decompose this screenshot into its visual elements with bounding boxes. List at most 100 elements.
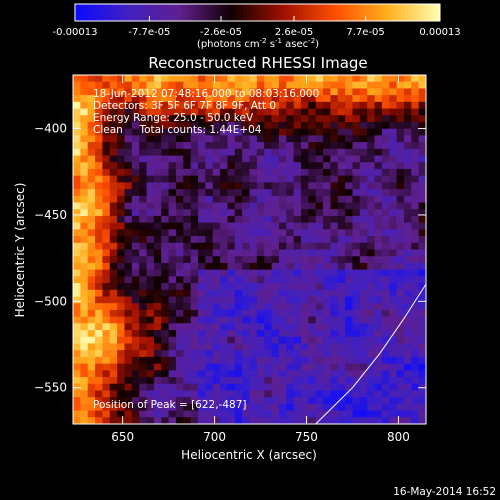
heatmap-cell [175, 356, 184, 365]
heatmap-cell [286, 236, 295, 244]
heatmap-cell [308, 377, 317, 385]
heatmap-cell [308, 162, 317, 170]
heatmap-cell [367, 209, 376, 217]
heatmap-cell [396, 81, 405, 90]
heatmap-cell [264, 417, 273, 424]
heatmap-cell [300, 356, 309, 365]
heatmap-cell [323, 162, 331, 170]
heatmap-cell [109, 356, 118, 365]
heatmap-cell [168, 148, 177, 157]
heatmap-cell [367, 363, 376, 371]
heatmap-cell [286, 289, 295, 298]
heatmap-cell [220, 168, 229, 177]
heatmap-cell [102, 336, 111, 345]
heatmap-cell [389, 403, 398, 412]
heatmap-cell [183, 269, 192, 277]
heatmap-cell [234, 249, 243, 257]
heatmap-cell [102, 175, 111, 183]
heatmap-cell [396, 397, 405, 405]
heatmap-cell [330, 108, 339, 116]
heatmap-cell [212, 101, 221, 110]
heatmap-cell [389, 269, 398, 277]
heatmap-cell [352, 189, 361, 197]
heatmap-cell [234, 155, 243, 163]
heatmap-cell [87, 168, 96, 177]
heatmap-cell [249, 121, 258, 130]
heatmap-cell [337, 330, 346, 338]
heatmap-cell [102, 195, 111, 204]
heatmap-cell [337, 168, 346, 177]
heatmap-cell [161, 410, 170, 418]
heatmap-cell [411, 356, 420, 365]
heatmap-cell [359, 390, 368, 398]
heatmap-cell [286, 356, 295, 365]
heatmap-cell [87, 370, 96, 378]
heatmap-cell [352, 370, 361, 378]
heatmap-cell [330, 343, 339, 351]
heatmap-cell [300, 309, 309, 318]
heatmap-cell [315, 148, 324, 157]
heatmap-cell [293, 262, 302, 271]
heatmap-cell [418, 289, 426, 298]
heatmap-cell [264, 182, 273, 190]
heatmap-cell [183, 289, 192, 298]
heatmap-cell [345, 316, 354, 324]
heatmap-cell [389, 148, 398, 157]
heatmap-cell [374, 215, 383, 224]
heatmap-cell [330, 323, 339, 331]
heatmap-cell [190, 88, 199, 96]
heatmap-cell [411, 168, 420, 177]
heatmap-cell [198, 209, 206, 217]
heatmap-cell [220, 128, 229, 136]
heatmap-cell [80, 135, 89, 143]
heatmap-cell [264, 283, 273, 291]
heatmap-cell [278, 75, 287, 83]
heatmap-cell [264, 202, 273, 210]
heatmap-cell [146, 417, 155, 424]
heatmap-cell [403, 377, 412, 385]
heatmap-cell [411, 195, 420, 204]
heatmap-cell [131, 81, 140, 90]
heatmap-cell [146, 162, 155, 170]
heatmap-cell [242, 236, 251, 244]
heatmap-cell [234, 303, 243, 311]
heatmap-cell [175, 155, 184, 163]
heatmap-cell [175, 383, 184, 392]
y-axis-label: Heliocentric Y (arcsec) [13, 183, 27, 318]
heatmap-cell [396, 242, 405, 251]
heatmap-cell [102, 330, 111, 338]
heatmap-cell [315, 256, 324, 264]
heatmap-cell [168, 316, 177, 324]
heatmap-cell [168, 135, 177, 143]
heatmap-cell [124, 323, 133, 331]
heatmap-cell [330, 155, 339, 163]
heatmap-cell [264, 377, 273, 385]
heatmap-cell [131, 410, 140, 418]
heatmap-cell [198, 222, 206, 230]
heatmap-cell [109, 142, 118, 150]
heatmap-cell [330, 256, 339, 264]
heatmap-cell [205, 229, 214, 237]
heatmap-cell [367, 336, 376, 345]
heatmap-cell [367, 135, 376, 143]
heatmap-cell [87, 209, 96, 217]
heatmap-cell [109, 101, 118, 110]
heatmap-cell [418, 128, 426, 136]
heatmap-cell [278, 121, 287, 130]
heatmap-cell [234, 363, 243, 371]
heatmap-cell [139, 323, 148, 331]
heatmap-cell [198, 75, 206, 83]
heatmap-cell [403, 417, 412, 424]
heatmap-cell [256, 222, 265, 230]
heatmap-cell [323, 397, 331, 405]
heatmap-cell [271, 182, 280, 190]
heatmap-cell [293, 249, 302, 257]
heatmap-cell [87, 108, 96, 116]
heatmap-cell [323, 75, 331, 83]
heatmap-cell [139, 269, 148, 277]
heatmap-cell [87, 336, 96, 345]
heatmap-cell [161, 316, 170, 324]
heatmap-cell [131, 417, 140, 424]
heatmap-cell [418, 417, 426, 424]
heatmap-cell [293, 168, 302, 177]
